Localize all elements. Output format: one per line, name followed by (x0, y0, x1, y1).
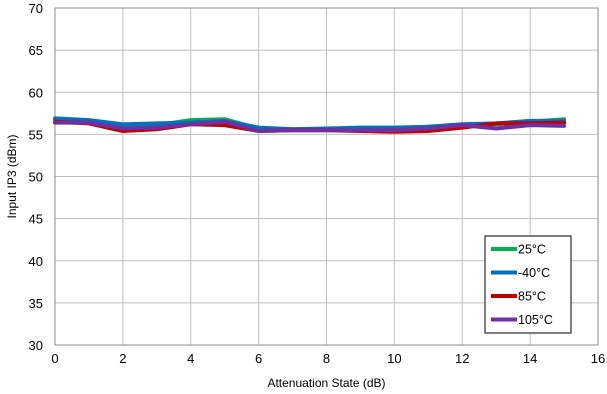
legend-entry: 105°C (518, 313, 553, 327)
y-tick-label: 65 (29, 43, 43, 58)
series-lines (53, 116, 567, 134)
y-tick-label: 35 (29, 296, 43, 311)
legend-entry: -40°C (518, 266, 550, 280)
x-tick-label: 14 (523, 351, 537, 366)
x-tick-label: 2 (119, 351, 126, 366)
plot-frame (54, 7, 599, 346)
y-axis-title: Input IP3 (dBm) (5, 134, 19, 218)
legend-entry: 85°C (518, 290, 546, 304)
y-tick-label: 40 (29, 254, 43, 269)
y-tick-label: 70 (29, 1, 43, 16)
y-tick-label: 60 (29, 85, 43, 100)
x-tick-label: 8 (323, 351, 330, 366)
y-tick-label: 45 (29, 212, 43, 227)
legend: 25°C -40°C 85°C 105°C (484, 235, 572, 334)
y-tick-label: 50 (29, 170, 43, 185)
x-tick-label: 16 (591, 351, 605, 366)
x-tick-label: 6 (255, 351, 262, 366)
x-axis-ticks: 0 2 4 6 8 10 12 14 16 (51, 351, 605, 366)
y-tick-label: 55 (29, 127, 43, 142)
plot-border (54, 7, 599, 346)
x-axis-title: Attenuation State (dB) (267, 376, 385, 390)
x-tick-label: 10 (387, 351, 401, 366)
y-tick-label: 30 (29, 338, 43, 353)
y-axis-ticks: 30 35 40 45 50 55 60 65 70 (29, 1, 43, 353)
x-tick-label: 12 (455, 351, 469, 366)
x-tick-label: 0 (51, 351, 58, 366)
series-line (53, 119, 567, 133)
x-tick-label: 4 (187, 351, 194, 366)
legend-entry: 25°C (518, 243, 546, 257)
legend-box (484, 235, 572, 334)
